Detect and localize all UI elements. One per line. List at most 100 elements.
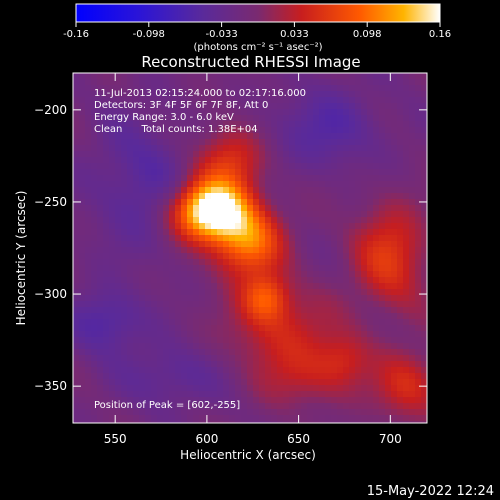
colorbar-tick-label: 0.098	[353, 29, 382, 40]
heatmap-pixel	[355, 205, 361, 211]
heatmap-pixel	[409, 295, 415, 301]
heatmap-pixel	[325, 355, 331, 361]
heatmap-pixel	[379, 361, 385, 367]
heatmap-pixel	[121, 79, 127, 85]
heatmap-pixel	[313, 211, 319, 217]
heatmap-pixel	[319, 337, 325, 343]
heatmap-pixel	[217, 97, 223, 103]
heatmap-pixel	[385, 193, 391, 199]
heatmap-pixel	[379, 91, 385, 97]
heatmap-pixel	[181, 313, 187, 319]
heatmap-pixel	[211, 247, 217, 253]
heatmap-pixel	[133, 85, 139, 91]
heatmap-pixel	[367, 379, 373, 385]
heatmap-pixel	[127, 415, 133, 421]
heatmap-pixel	[283, 409, 289, 415]
heatmap-pixel	[97, 301, 103, 307]
heatmap-pixel	[157, 421, 163, 423]
heatmap-pixel	[415, 151, 421, 157]
heatmap-pixel	[73, 415, 79, 421]
heatmap-pixel	[343, 325, 349, 331]
heatmap-pixel	[337, 127, 343, 133]
heatmap-pixel	[139, 391, 145, 397]
heatmap-pixel	[379, 163, 385, 169]
heatmap-pixel	[115, 91, 121, 97]
heatmap-pixel	[229, 295, 235, 301]
heatmap-pixel	[409, 337, 415, 343]
heatmap-pixel	[199, 379, 205, 385]
heatmap-pixel	[415, 283, 421, 289]
heatmap-pixel	[415, 145, 421, 151]
heatmap-pixel	[307, 349, 313, 355]
heatmap-pixel	[79, 313, 85, 319]
heatmap-pixel	[109, 127, 115, 133]
heatmap-pixel	[127, 235, 133, 241]
heatmap-pixel	[391, 385, 397, 391]
heatmap-pixel	[301, 337, 307, 343]
heatmap-pixel	[85, 169, 91, 175]
heatmap-pixel	[277, 277, 283, 283]
heatmap-pixel	[391, 205, 397, 211]
heatmap-pixel	[115, 217, 121, 223]
heatmap-pixel	[157, 235, 163, 241]
heatmap-pixel	[223, 319, 229, 325]
heatmap-pixel	[157, 109, 163, 115]
heatmap-pixel	[265, 361, 271, 367]
heatmap-pixel	[115, 157, 121, 163]
heatmap-pixel	[91, 277, 97, 283]
heatmap-pixel	[157, 139, 163, 145]
heatmap-pixel	[187, 229, 193, 235]
heatmap-pixel	[367, 103, 373, 109]
heatmap-pixel	[217, 133, 223, 139]
heatmap-pixel	[415, 385, 421, 391]
heatmap-pixel	[211, 373, 217, 379]
heatmap-pixel	[331, 247, 337, 253]
heatmap-pixel	[145, 103, 151, 109]
heatmap-pixel	[175, 313, 181, 319]
heatmap-pixel	[349, 337, 355, 343]
heatmap-pixel	[265, 73, 271, 79]
heatmap-pixel	[397, 121, 403, 127]
heatmap-pixel	[397, 181, 403, 187]
heatmap-pixel	[373, 223, 379, 229]
heatmap-pixel	[181, 163, 187, 169]
heatmap-pixel	[73, 133, 79, 139]
heatmap-pixel	[379, 271, 385, 277]
heatmap-pixel	[91, 127, 97, 133]
heatmap-pixel	[265, 187, 271, 193]
heatmap-pixel	[103, 193, 109, 199]
heatmap-pixel	[247, 217, 253, 223]
heatmap-pixel	[151, 199, 157, 205]
heatmap-pixel	[421, 205, 427, 211]
heatmap-pixel	[235, 391, 241, 397]
x-axis-label: Heliocentric X (arcsec)	[180, 448, 316, 462]
heatmap-pixel	[97, 103, 103, 109]
heatmap-pixel	[259, 169, 265, 175]
heatmap-pixel	[325, 379, 331, 385]
heatmap-pixel	[421, 319, 427, 325]
heatmap-pixel	[247, 235, 253, 241]
heatmap-pixel	[373, 415, 379, 421]
heatmap-pixel	[391, 283, 397, 289]
heatmap-pixel	[367, 109, 373, 115]
heatmap-pixel	[247, 163, 253, 169]
heatmap-pixel	[115, 73, 121, 79]
heatmap-pixel	[157, 397, 163, 403]
heatmap-pixel	[223, 367, 229, 373]
heatmap-pixel	[163, 319, 169, 325]
heatmap-pixel	[205, 343, 211, 349]
heatmap-pixel	[235, 241, 241, 247]
heatmap-pixel	[247, 175, 253, 181]
heatmap-pixel	[193, 205, 199, 211]
heatmap-pixel	[211, 307, 217, 313]
heatmap-pixel	[313, 349, 319, 355]
heatmap-pixel	[307, 361, 313, 367]
heatmap-pixel	[175, 373, 181, 379]
heatmap-pixel	[187, 73, 193, 79]
heatmap-pixel	[91, 229, 97, 235]
heatmap-pixel	[337, 217, 343, 223]
heatmap-pixel	[367, 163, 373, 169]
heatmap-pixel	[181, 307, 187, 313]
heatmap-pixel	[307, 355, 313, 361]
heatmap-pixel	[145, 127, 151, 133]
